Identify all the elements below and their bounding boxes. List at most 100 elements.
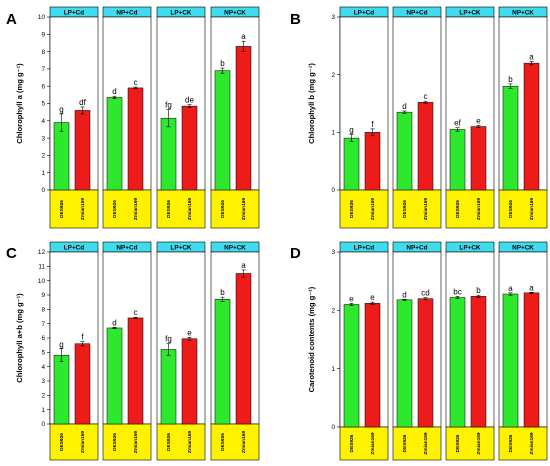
category-label-box (49, 423, 99, 461)
x-category-label: DES926 (508, 434, 514, 452)
facet-header-label: LP+CK (459, 9, 481, 16)
bar-DES926 (214, 299, 231, 425)
facet-LP+Cd: LP+Cd g DES926 f Zmian169 (339, 6, 389, 229)
facet-header-label: NP+Cd (116, 244, 137, 251)
significance-letter: fg (165, 335, 172, 344)
significance-letter: e (349, 294, 354, 303)
significance-letter: c (424, 92, 428, 101)
x-category-label: Zmian169 (476, 198, 482, 220)
bar-DES926 (160, 117, 177, 191)
facet-header-label: NP+Cd (116, 9, 137, 16)
x-category-label: Zmian169 (370, 198, 376, 220)
y-tick-label: 6 (41, 83, 45, 90)
x-category-label: Zmian169 (133, 431, 139, 453)
x-category-label: DES926 (220, 200, 226, 218)
y-tick-label: 9 (41, 32, 45, 39)
bar-Zmian169 (417, 102, 434, 191)
y-tick-label: 0 (331, 187, 335, 194)
significance-letter: b (476, 286, 481, 295)
x-category-label: Zmian169 (241, 198, 247, 220)
x-category-label: DES926 (455, 200, 461, 218)
y-tick-label: 9 (41, 292, 45, 299)
y-tick-label: 10 (38, 14, 46, 21)
facet-header-label: LP+CK (170, 244, 192, 251)
facet-LP+Cd: LP+Cd g DES926 f Zmian169 (49, 241, 99, 461)
y-tick-label: 2 (331, 72, 335, 79)
x-category-label: DES926 (349, 200, 355, 218)
facet-LP+CK: LP+CK fg DES926 de Zmian169 (156, 6, 206, 229)
bar-DES926 (343, 137, 360, 191)
significance-letter: d (402, 290, 406, 299)
facet-header-label: LP+CK (170, 9, 192, 16)
significance-letter: g (59, 340, 63, 349)
significance-letter: cd (421, 289, 429, 298)
significance-letter: b (220, 59, 225, 68)
significance-letter: a (241, 261, 246, 270)
bar-DES926 (343, 304, 360, 428)
significance-letter: d (112, 87, 116, 96)
significance-letter: ef (454, 119, 461, 128)
category-label-box (392, 426, 442, 461)
category-label-box (339, 426, 389, 461)
bar-DES926 (53, 354, 70, 425)
significance-letter: g (349, 126, 353, 135)
y-tick-label: 6 (41, 335, 45, 342)
bar-DES926 (449, 297, 466, 428)
y-tick-label: 2 (41, 153, 45, 160)
significance-letter: e (187, 328, 192, 337)
facet-NP+CK: NP+CK b DES926 a Zmian169 (210, 6, 260, 229)
significance-letter: b (508, 75, 513, 84)
significance-letter: fg (165, 101, 172, 110)
facet-header-label: NP+CK (224, 244, 246, 251)
y-tick-label: 3 (41, 378, 45, 385)
x-category-label: Zmian169 (80, 431, 86, 453)
bar-DES926 (502, 293, 519, 428)
y-tick-label: 1 (331, 130, 335, 137)
bar-DES926 (396, 299, 413, 428)
significance-letter: d (112, 318, 116, 327)
bar-DES926 (214, 70, 231, 191)
significance-letter: f (371, 120, 374, 129)
bar-DES926 (396, 111, 413, 191)
panel-label: C (6, 245, 17, 262)
y-tick-label: 1 (41, 407, 45, 414)
bar-Zmian169 (181, 105, 198, 191)
y-tick-label: 2 (41, 393, 45, 400)
category-label-box (49, 189, 99, 229)
category-label-box (156, 189, 206, 229)
facet-header-label: LP+Cd (354, 9, 375, 16)
panel-D: D Carotenoid contents (mg g⁻¹) 0 1 2 3 LP+Cd e D… (290, 241, 548, 461)
x-category-label: DES926 (402, 200, 408, 218)
y-tick-label: 8 (41, 49, 45, 56)
y-tick-label: 12 (38, 249, 46, 256)
significance-letter: g (59, 105, 63, 114)
y-tick-label: 1 (41, 170, 45, 177)
bar-Zmian169 (127, 87, 144, 191)
x-category-label: DES926 (112, 433, 118, 451)
bar-Zmian169 (127, 317, 144, 425)
significance-letter: c (134, 78, 138, 87)
bar-Zmian169 (470, 126, 487, 191)
facet-header-label: NP+Cd (406, 9, 427, 16)
facet-header-label: LP+CK (459, 244, 481, 251)
bar-Zmian169 (74, 110, 91, 191)
y-tick-label: 8 (41, 307, 45, 314)
facet-header-label: LP+Cd (64, 9, 85, 16)
y-tick-label: 11 (38, 264, 45, 271)
x-category-label: Zmian169 (241, 431, 247, 453)
facet-NP+CK: NP+CK b DES926 a Zmian169 (498, 6, 548, 229)
facet-LP+CK: LP+CK ef DES926 e Zmian169 (445, 6, 495, 229)
category-label-box (210, 423, 260, 461)
x-category-label: DES926 (59, 433, 65, 451)
y-axis-label: Chlorophyll a+b (mg g⁻¹) (15, 293, 24, 383)
bar-Zmian169 (417, 298, 434, 428)
significance-letter: df (79, 98, 86, 107)
facet-header-label: LP+Cd (64, 244, 85, 251)
x-category-label: Zmian169 (370, 432, 376, 454)
significance-letter: a (529, 283, 534, 292)
category-label-box (339, 189, 389, 229)
facet-LP+Cd: LP+Cd g DES926 df Zmian169 (49, 6, 99, 229)
facet-NP+Cd: NP+Cd d DES926 c Zmian169 (102, 6, 152, 229)
y-axis-label: Carotenoid contents (mg g⁻¹) (307, 286, 316, 392)
significance-letter: a (529, 52, 534, 61)
